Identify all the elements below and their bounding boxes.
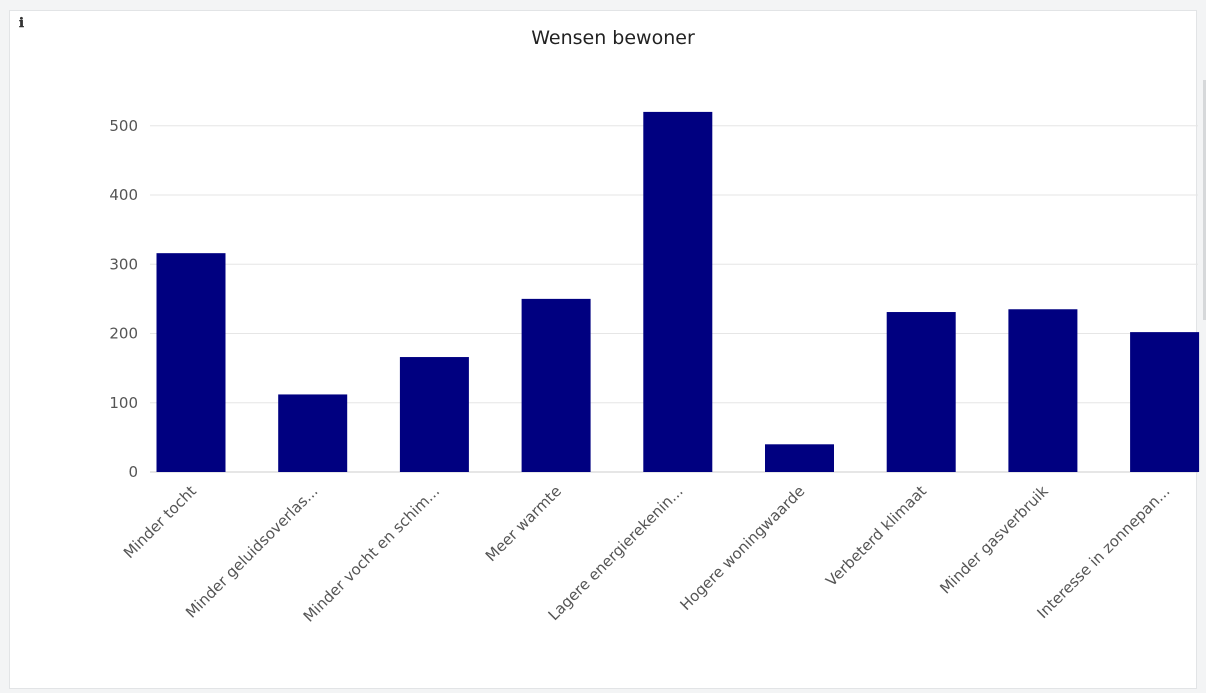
bar-6[interactable] xyxy=(765,444,834,472)
bars xyxy=(156,111,1200,473)
y-tick-label: 400 xyxy=(109,186,138,204)
x-tick-label: Minder geluidsoverlas... xyxy=(182,482,321,621)
x-tick-label: Lagere energierekenin... xyxy=(545,482,687,624)
x-tick-label: Minder vocht en schim... xyxy=(300,482,443,625)
bar-3[interactable] xyxy=(399,357,469,472)
x-tick-label: Minder gasverbruik xyxy=(936,482,1052,598)
x-tick-label: Minder tocht xyxy=(120,482,200,562)
bar-5[interactable] xyxy=(643,111,713,473)
y-tick-label: 300 xyxy=(109,255,138,273)
y-tick-label: 500 xyxy=(109,117,138,135)
bar-1[interactable] xyxy=(156,253,226,472)
x-tick-label: Verbeterd klimaat xyxy=(822,482,930,590)
x-tick-label: Meer warmte xyxy=(482,482,565,565)
y-tick-label: 200 xyxy=(109,325,138,343)
x-tick-label: Hogere woningwaarde xyxy=(676,482,808,614)
y-tick-label: 100 xyxy=(109,394,138,412)
bar-7[interactable] xyxy=(886,312,956,472)
chart-title: Wensen bewoner xyxy=(531,27,695,49)
y-axis-ticks: 0 100 200 300 400 500 xyxy=(109,117,138,481)
bar-4[interactable] xyxy=(521,298,591,472)
x-tick-label: Interesse in zonnepan... xyxy=(1033,482,1173,622)
scrollbar-edge xyxy=(1203,80,1206,320)
bar-8[interactable] xyxy=(1008,309,1078,472)
y-tick-label: 0 xyxy=(128,463,138,481)
bar-2[interactable] xyxy=(278,394,348,472)
bar-9[interactable] xyxy=(1130,332,1200,472)
info-icon[interactable]: ℹ xyxy=(19,16,24,31)
